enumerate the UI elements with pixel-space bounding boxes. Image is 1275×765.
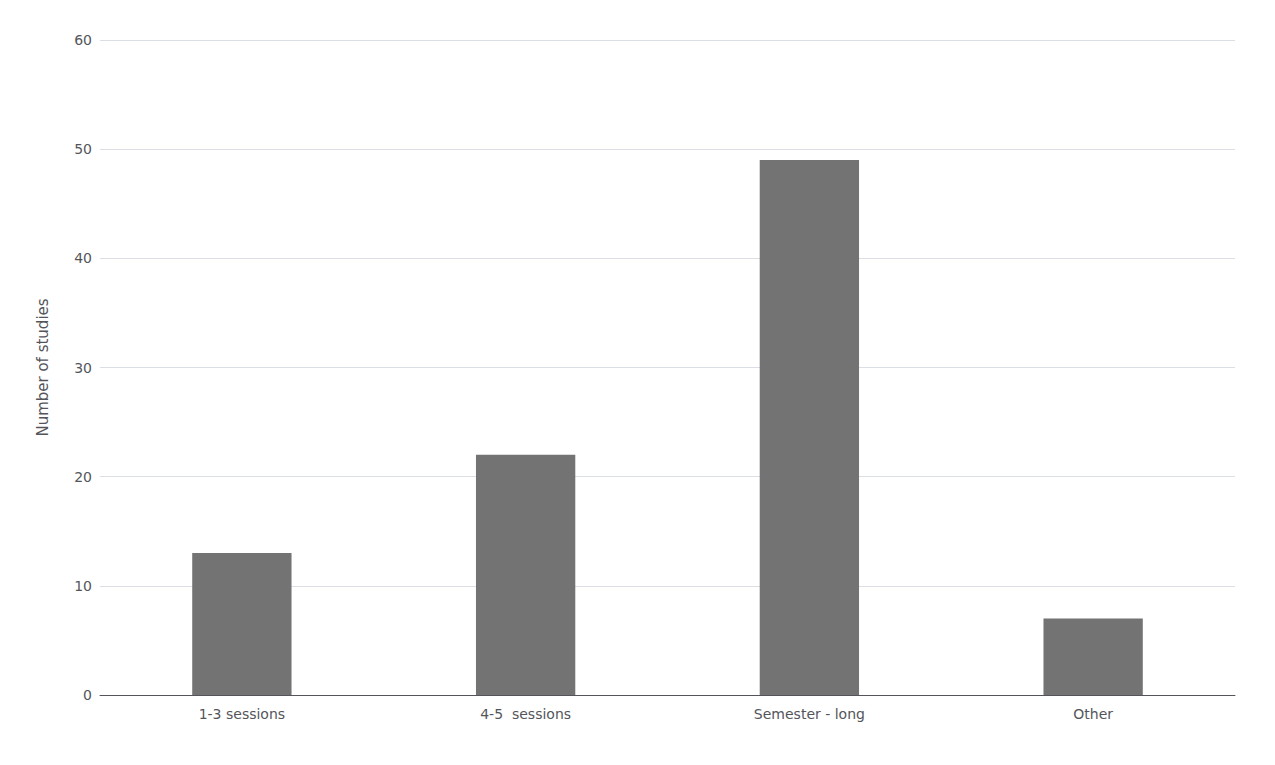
svg-text:0: 0	[83, 687, 92, 703]
svg-text:10: 10	[74, 578, 92, 594]
svg-text:20: 20	[74, 469, 92, 485]
svg-text:Semester - long: Semester - long	[754, 706, 865, 722]
svg-text:Other: Other	[1073, 706, 1113, 722]
svg-text:50: 50	[74, 141, 92, 157]
svg-text:60: 60	[74, 32, 92, 48]
svg-text:4-5 sessions: 4-5 sessions	[480, 706, 571, 722]
svg-text:40: 40	[74, 250, 92, 266]
svg-text:1-3 sessions: 1-3 sessions	[199, 706, 285, 722]
svg-text:Number of studies: Number of studies	[34, 298, 52, 436]
svg-text:30: 30	[74, 360, 92, 376]
